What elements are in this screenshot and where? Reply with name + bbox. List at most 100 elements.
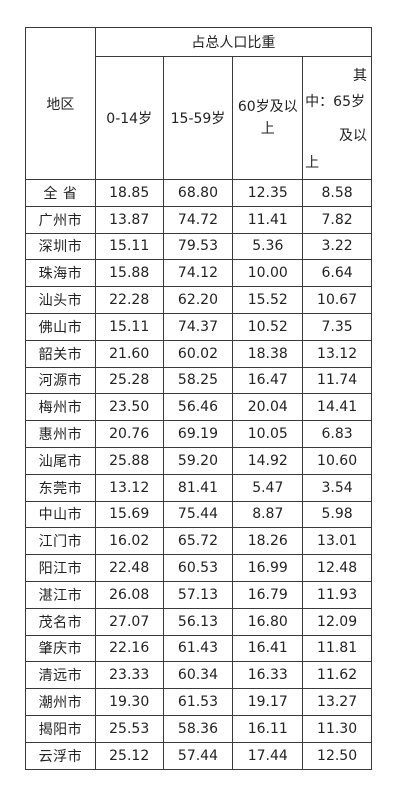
age-15-59-cell: 60.34 [162,661,234,690]
table-row: 云浮市 25.12 57.44 17.44 12.50 [25,741,372,770]
age-65-plus-cell: 6.64 [302,259,372,288]
age-15-59-cell: 68.80 [162,179,234,207]
region-cell: 河源市 [25,366,96,395]
age-60-plus-cell: 16.11 [232,714,304,743]
table-row: 韶关市 21.60 60.02 18.38 13.12 [25,339,372,368]
region-cell: 珠海市 [25,259,96,288]
region-cell: 云浮市 [25,741,96,770]
age-15-59-header: 15-59岁 [162,56,234,180]
age-0-14-cell: 23.33 [94,661,164,690]
age-15-59-cell: 60.53 [162,554,234,582]
region-cell: 全 省 [25,179,96,207]
age-60-plus-cell: 16.47 [232,366,304,395]
age-0-14-cell: 22.16 [94,634,164,663]
table-row: 清远市 23.33 60.34 16.33 11.62 [25,661,372,690]
age-65-plus-cell: 12.48 [302,554,372,582]
age-60-plus-cell: 18.38 [232,339,304,368]
table-row: 肇庆市 22.16 61.43 16.41 11.81 [25,634,372,663]
region-cell: 江门市 [25,527,96,556]
region-cell: 深圳市 [25,232,96,261]
table-row: 江门市 16.02 65.72 18.26 13.01 [25,527,372,556]
age-0-14-cell: 23.50 [94,393,164,422]
age-60-plus-cell: 5.47 [232,473,304,502]
region-cell: 广州市 [25,205,96,234]
age-15-59-cell: 57.44 [162,741,234,770]
table-row: 东莞市 13.12 81.41 5.47 3.54 [25,473,372,502]
table-row: 佛山市 15.11 74.37 10.52 7.35 [25,312,372,341]
age-60-plus-cell: 10.00 [232,259,304,288]
age-60-plus-cell: 20.04 [232,393,304,422]
age-60-plus-cell: 16.80 [232,607,304,636]
table-row: 珠海市 15.88 74.12 10.00 6.64 [25,259,372,288]
age-65-header-line2: 中：65岁 [305,94,365,110]
age-65-plus-cell: 6.83 [302,420,372,448]
table-row: 潮州市 19.30 61.53 19.17 13.27 [25,688,372,716]
age-65-plus-cell: 12.09 [302,607,372,636]
table-row: 梅州市 23.50 56.46 20.04 14.41 [25,393,372,422]
age-15-59-cell: 79.53 [162,232,234,261]
age-0-14-cell: 25.28 [94,366,164,395]
age-15-59-cell: 74.72 [162,205,234,234]
age-0-14-cell: 21.60 [94,339,164,368]
age-65-plus-cell: 11.93 [302,580,372,609]
age-60-plus-cell: 11.41 [232,205,304,234]
table-row: 汕头市 22.28 62.20 15.52 10.67 [25,286,372,314]
region-cell: 潮州市 [25,688,96,716]
age-65-plus-header: 其 中：65岁 及以 上 [302,56,372,180]
region-cell: 肇庆市 [25,634,96,663]
age-60-plus-cell: 5.36 [232,232,304,261]
age-0-14-cell: 22.48 [94,554,164,582]
age-60-plus-cell: 19.17 [232,688,304,716]
age-65-header-line3: 及以 [339,128,367,144]
age-0-14-header: 0-14岁 [94,56,164,180]
age-60-plus-cell: 8.87 [232,500,304,529]
table-row: 汕尾市 25.88 59.20 14.92 10.60 [25,446,372,475]
age-15-59-cell: 58.25 [162,366,234,395]
age-15-59-cell: 56.13 [162,607,234,636]
age-15-59-cell: 58.36 [162,714,234,743]
table-row: 广州市 13.87 74.72 11.41 7.82 [25,205,372,234]
region-header: 地区 [25,27,96,180]
age-60-plus-cell: 12.35 [232,179,304,207]
region-cell: 惠州市 [25,420,96,448]
age-65-plus-cell: 11.62 [302,661,372,690]
region-cell: 佛山市 [25,312,96,341]
age-60-plus-cell: 18.26 [232,527,304,556]
table-row: 湛江市 26.08 57.13 16.79 11.93 [25,580,372,609]
table-row: 全 省 18.85 68.80 12.35 8.58 [25,179,372,207]
age-65-plus-cell: 13.27 [302,688,372,716]
age-0-14-cell: 26.08 [94,580,164,609]
age-15-59-cell: 74.12 [162,259,234,288]
age-0-14-cell: 13.12 [94,473,164,502]
population-share-table: 地区 占总人口比重 0-14岁 15-59岁 60岁及以上 其 中：65岁 及以… [25,27,373,770]
age-65-plus-cell: 10.67 [302,286,372,314]
age-0-14-cell: 15.69 [94,500,164,529]
age-0-14-cell: 22.28 [94,286,164,314]
age-0-14-cell: 25.88 [94,446,164,475]
age-0-14-cell: 27.07 [94,607,164,636]
age-65-plus-cell: 7.35 [302,312,372,341]
age-15-59-cell: 75.44 [162,500,234,529]
age-65-plus-cell: 3.54 [302,473,372,502]
age-65-plus-cell: 7.82 [302,205,372,234]
age-0-14-cell: 15.11 [94,232,164,261]
age-65-plus-cell: 13.12 [302,339,372,368]
age-60-plus-header: 60岁及以上 [232,56,304,180]
region-cell: 茂名市 [25,607,96,636]
age-60-plus-cell: 16.33 [232,661,304,690]
region-cell: 阳江市 [25,554,96,582]
age-65-header-line1: 其 [353,68,367,84]
age-60-plus-cell: 17.44 [232,741,304,770]
age-15-59-cell: 69.19 [162,420,234,448]
age-0-14-cell: 19.30 [94,688,164,716]
age-0-14-cell: 13.87 [94,205,164,234]
age-60-plus-cell: 10.05 [232,420,304,448]
age-0-14-cell: 20.76 [94,420,164,448]
age-0-14-cell: 15.88 [94,259,164,288]
age-0-14-cell: 25.53 [94,714,164,743]
region-cell: 梅州市 [25,393,96,422]
age-15-59-cell: 60.02 [162,339,234,368]
age-15-59-cell: 59.20 [162,446,234,475]
table-row: 惠州市 20.76 69.19 10.05 6.83 [25,420,372,448]
region-cell: 湛江市 [25,580,96,609]
